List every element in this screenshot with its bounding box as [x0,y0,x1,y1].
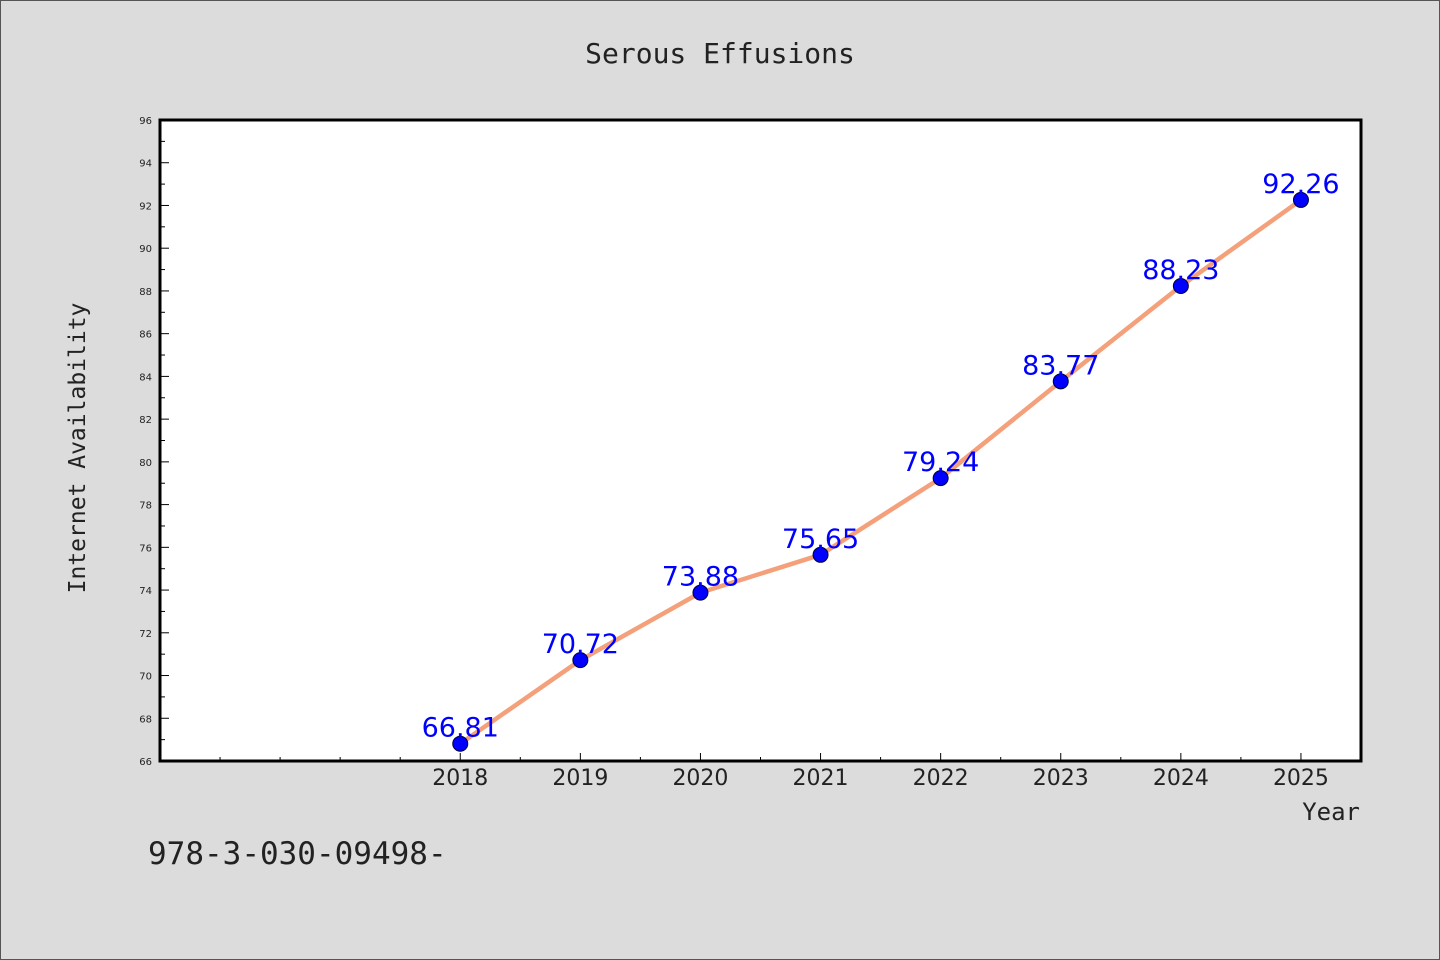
data-label: 66.81 [422,713,499,744]
x-axis-label: Year [1302,798,1360,826]
data-point [452,735,469,752]
y-tick-label: 70 [139,672,152,683]
data-point [1292,191,1309,208]
data-label-layer: 66.81 70.72 73.88 75.65 79.24 83.77 88.23 92.26 [422,169,1340,744]
y-tick-label: 94 [139,159,152,170]
data-label: 92.26 [1262,169,1339,200]
data-label: 83.77 [1022,350,1099,381]
y-axis: 66 68 70 72 74 76 78 80 82 84 86 88 90 92 94 96 [139,116,169,768]
y-tick-label: 74 [139,586,152,597]
y-tick-label: 84 [139,372,152,383]
x-tick-label: 2025 [1273,766,1329,791]
x-tick-label: 2023 [1033,766,1089,791]
data-label: 75.65 [782,524,859,555]
y-tick-label: 88 [139,287,152,298]
x-tick-label: 2024 [1153,766,1209,791]
y-tick-label: 96 [139,116,152,127]
x-tick-label: 2022 [913,766,969,791]
data-point [692,584,709,601]
y-tick-label: 90 [139,244,152,255]
y-tick-label: 66 [139,757,152,768]
x-tick-label: 2019 [552,766,608,791]
series-layer [452,191,1309,752]
data-point [572,652,589,669]
plot-area [158,118,1363,763]
y-tick-label: 78 [139,501,152,512]
y-tick-label: 76 [139,543,152,554]
y-tick-label: 92 [139,201,152,212]
y-tick-label: 80 [139,458,152,469]
data-label: 70.72 [542,629,619,660]
y-tick-label: 82 [139,415,152,426]
data-label: 88.23 [1142,255,1219,286]
data-point [932,470,949,487]
y-axis-label: Internet Availability [65,303,91,594]
data-label: 79.24 [902,447,979,478]
y-tick-label: 86 [139,330,152,341]
x-tick-label: 2021 [793,766,849,791]
x-axis: 2018 2019 2020 2021 2022 2023 2024 2025 [159,753,1362,791]
data-label: 73.88 [662,562,739,593]
series-line [458,197,1304,746]
x-tick-label: 2018 [432,766,488,791]
data-point [1052,373,1069,390]
x-tick-label: 2020 [672,766,728,791]
data-point [1172,278,1189,295]
y-tick-label: 68 [139,714,152,725]
footer-code: 978-3-030-09498- [148,836,447,872]
y-tick-label: 72 [139,629,152,640]
data-point [812,546,829,563]
chart-title: Serous Effusions [585,37,855,70]
